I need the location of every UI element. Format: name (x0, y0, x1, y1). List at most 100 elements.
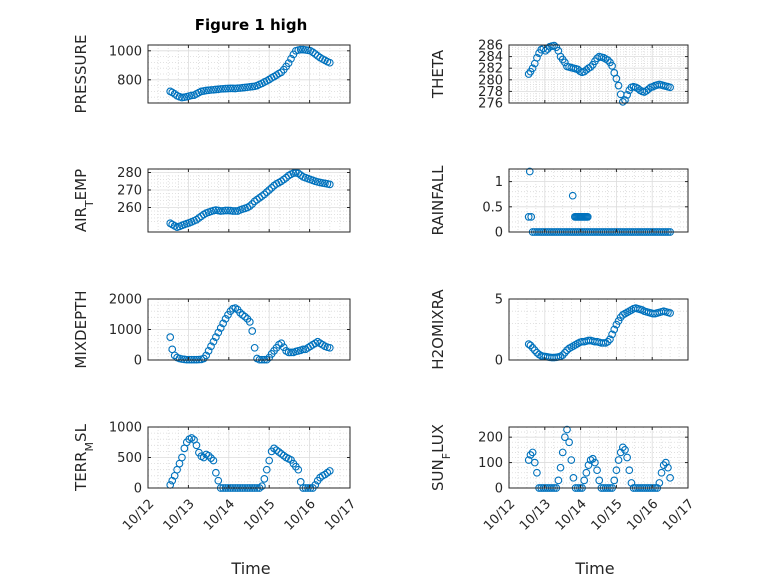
data-point (236, 84, 244, 92)
data-point (216, 85, 225, 93)
data-point (530, 458, 539, 467)
data-point (655, 479, 664, 487)
data-point (231, 207, 240, 215)
y-tick-label: 280 (117, 166, 142, 181)
data-point (568, 191, 577, 200)
y-tick-label: 0 (495, 482, 503, 497)
y-axis-label: SUNFLUX (429, 424, 453, 491)
data-point (586, 63, 595, 71)
data-point (221, 314, 230, 323)
y-tick-label: 1000 (109, 323, 142, 338)
data-point (178, 93, 186, 102)
data-point (277, 68, 286, 77)
data-point (311, 50, 320, 58)
data-point (558, 448, 567, 457)
data-point (558, 351, 567, 359)
data-point (599, 339, 608, 347)
data-point (591, 458, 599, 467)
data-point (241, 312, 249, 321)
axes-background (509, 169, 688, 232)
data-point (621, 446, 629, 454)
data-point (608, 330, 616, 339)
data-point (238, 311, 247, 319)
data-point (661, 458, 670, 467)
subplot-4: 0 0.5 1 RAINFALL (429, 165, 689, 241)
data-point (524, 213, 533, 221)
data-point (294, 465, 303, 474)
data-point (325, 180, 334, 189)
data-point (262, 188, 271, 196)
data-point (560, 58, 569, 67)
data-point (204, 86, 213, 95)
data-point (224, 206, 232, 215)
data-point (583, 213, 592, 221)
data-point (180, 355, 189, 364)
data-point (664, 463, 672, 472)
data-point (221, 206, 230, 215)
data-point (270, 444, 278, 453)
data-point (262, 465, 271, 474)
data-point (265, 186, 274, 194)
y-tick-label: 282 (478, 62, 503, 77)
axes-box (147, 168, 351, 233)
data-point (233, 84, 242, 93)
data-point (243, 83, 252, 92)
y-tick-label: 270 (117, 184, 142, 199)
y-axis-label: H2OMIXRA (429, 289, 447, 370)
data-point (238, 83, 247, 92)
x-axis-label-left: Time (230, 559, 270, 578)
data-point (241, 83, 249, 92)
y-tick-label: 1000 (109, 421, 142, 436)
data-point (580, 476, 589, 485)
data-point (610, 476, 619, 485)
y-tick-label: 200 (478, 431, 503, 446)
y-tick-label: 284 (478, 50, 503, 65)
data-point (560, 348, 569, 357)
data-point (608, 62, 616, 70)
data-point (250, 343, 259, 352)
data-point (325, 343, 334, 352)
subplot-6: 0 5 H2OMIXRA (429, 289, 689, 370)
data-point (666, 473, 674, 482)
data-point (236, 308, 244, 317)
data-point (588, 454, 597, 463)
data-point (216, 207, 225, 215)
data-point (245, 318, 254, 326)
data-point (187, 91, 196, 100)
data-point (204, 451, 213, 460)
subplot-3: 260 270 280 AIRTEMP (72, 166, 351, 233)
y-tick-label: 0 (134, 482, 142, 497)
data-point (616, 448, 625, 457)
data-point (595, 476, 604, 485)
data-point (644, 85, 653, 93)
data-point (248, 82, 257, 91)
axes-box (508, 44, 689, 104)
data-point (610, 325, 619, 334)
data-point (228, 84, 237, 93)
data-point (248, 327, 257, 335)
data-point (245, 83, 254, 91)
data-point (287, 348, 295, 357)
y-axis-label: RAINFALL (429, 165, 447, 236)
data-point (325, 58, 334, 67)
data-point (614, 456, 623, 464)
data-point (593, 466, 601, 475)
data-point (618, 443, 627, 452)
y-axis-label: PRESSURE (72, 35, 90, 114)
data-point (563, 425, 571, 434)
axes-box (508, 426, 689, 489)
data-point (216, 324, 225, 332)
data-point (245, 202, 254, 210)
data-point (260, 190, 269, 199)
data-point (224, 84, 232, 93)
data-point (565, 438, 573, 447)
data-point (267, 184, 276, 192)
data-point (659, 461, 668, 469)
data-point (666, 83, 674, 92)
data-point (526, 451, 535, 459)
data-point (541, 46, 550, 55)
data-point (258, 482, 266, 491)
data-point (265, 456, 274, 465)
y-tick-label: 2000 (109, 293, 142, 308)
